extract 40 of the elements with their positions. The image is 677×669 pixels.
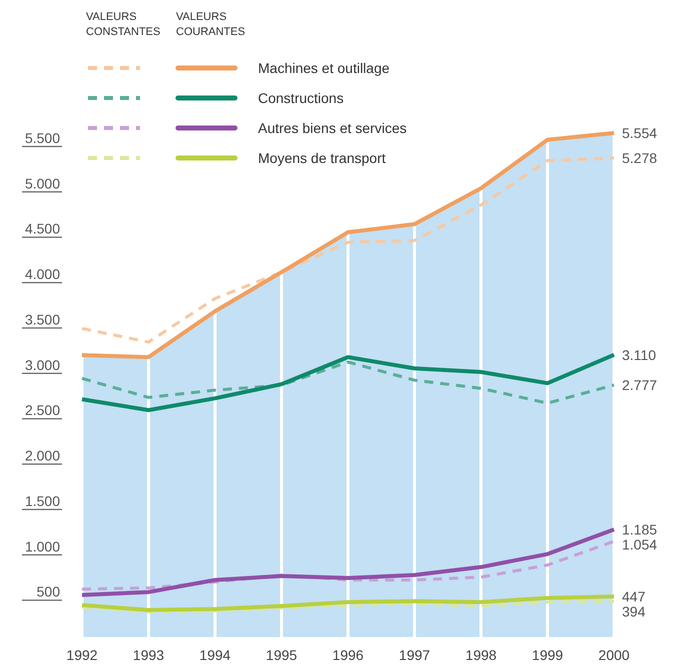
legend-label: Machines et outillage (258, 60, 390, 76)
x-tick-label: 1997 (398, 647, 430, 663)
text: VALEURS CONSTANTES (86, 11, 160, 38)
data-label: 447 (622, 588, 646, 604)
data-label: 1.185 (622, 521, 658, 538)
data-label: 5.554 (622, 125, 658, 141)
text: VALEURS COURANTES (176, 11, 246, 38)
x-tick-label: 1993 (132, 647, 164, 663)
line-series (80, 600, 616, 614)
x-tick-label: 1996 (332, 647, 364, 663)
y-tick-label: 500 (36, 584, 60, 600)
legend-label: Constructions (258, 90, 344, 106)
y-tick-label: 2.000 (24, 448, 60, 464)
data-label: 2.777 (622, 377, 658, 393)
line-series (80, 360, 616, 405)
legend-label: Moyens de transport (258, 150, 386, 166)
line-series (80, 352, 616, 412)
y-tick-label: 3.000 (24, 356, 60, 373)
data-label: 1.054 (622, 536, 658, 552)
y-tick-label: 2.500 (24, 402, 60, 418)
line-series (80, 527, 616, 597)
x-tick-label: 1992 (66, 647, 98, 663)
legend-label: Autres biens et services (258, 120, 407, 136)
y-tick-label: 5.000 (24, 175, 60, 192)
y-tick-label: 1.500 (24, 492, 60, 509)
y-tick-label: 4.500 (24, 220, 60, 237)
data-label: 3.110 (622, 346, 656, 363)
x-tick-label: 1998 (465, 647, 497, 663)
y-tick-label: 1.000 (24, 538, 60, 554)
line-series (80, 540, 616, 591)
y-tick-label: 5.500 (24, 130, 60, 146)
x-tick-label: 2000 (598, 647, 630, 663)
y-tick-label: 4.000 (24, 266, 60, 282)
y-tick-label: 3.500 (24, 311, 60, 328)
x-tick-label: 1994 (199, 647, 231, 663)
x-tick-label: 1995 (266, 647, 298, 663)
data-label: 394 (622, 603, 646, 620)
x-tick-label: 1999 (532, 647, 564, 663)
line-series (80, 594, 616, 612)
data-label: 5.278 (622, 150, 658, 166)
